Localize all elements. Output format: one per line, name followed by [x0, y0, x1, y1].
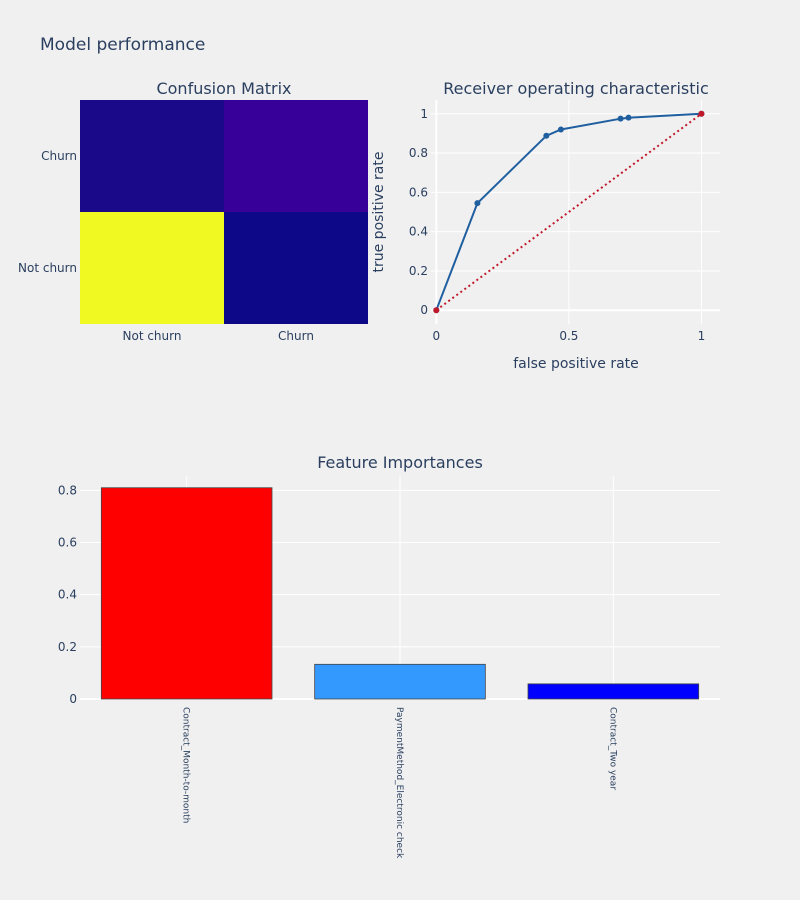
roc-series-0-point: [474, 200, 481, 207]
roc-y-tick-label: 1: [420, 107, 428, 121]
roc-series-0-point: [543, 132, 550, 139]
roc-series-0-point: [625, 114, 632, 121]
confusion-matrix-cells: [80, 100, 368, 324]
feature-y-tick-label: 0.6: [58, 536, 77, 550]
confusion-cell-not-churn-churn: [224, 212, 368, 324]
roc-y-tick-label: 0.2: [409, 264, 428, 278]
roc-series: [433, 110, 705, 314]
feature-importances-panel: Feature Importances 0 0.2 0.4 0.6 0.8 Contrac…: [58, 453, 720, 859]
feature-x-tick-contract-two-year: Contract_Two year: [607, 707, 617, 790]
confusion-matrix-labels: Not churn Churn Not churn Churn: [18, 149, 314, 343]
confusion-cell-not-churn-not-churn: [80, 212, 224, 324]
feature-y-tick-label: 0: [69, 692, 77, 706]
roc-y-axis-title: true positive rate: [371, 152, 387, 273]
roc-y-tick-label: 0.4: [409, 225, 428, 239]
roc-grid: [431, 100, 720, 324]
roc-series-0-point: [617, 115, 624, 122]
confusion-x-tick-churn: Churn: [278, 329, 314, 343]
roc-x-axis-title: false positive rate: [513, 356, 639, 372]
roc-title: Receiver operating characteristic: [443, 79, 709, 98]
confusion-y-tick-not-churn: Not churn: [18, 261, 77, 275]
feature-importances-tick-labels: 0 0.2 0.4 0.6 0.8 Contract_Month-to-month Paym…: [58, 483, 617, 859]
confusion-x-tick-not-churn: Not churn: [123, 329, 182, 343]
roc-x-tick-label: 0.5: [559, 329, 578, 343]
roc-y-tick-label: 0.8: [409, 146, 428, 160]
feature-y-tick-label: 0.8: [58, 483, 77, 497]
confusion-y-tick-churn: Churn: [41, 149, 77, 163]
feature-importances-bars: [100, 487, 700, 700]
feature-bar-contract-month-to-month: [100, 487, 273, 700]
feature-importances-title: Feature Importances: [317, 453, 483, 472]
feature-y-tick-label: 0.2: [58, 640, 77, 654]
roc-y-tick-label: 0: [420, 303, 428, 317]
roc-tick-labels: 0 0.5 1 0 0.2 0.4 0.6 0.8 1: [409, 107, 705, 343]
roc-y-tick-label: 0.6: [409, 185, 428, 199]
confusion-matrix-title: Confusion Matrix: [156, 79, 291, 98]
feature-x-tick-paymentmethod-electronic-check: PaymentMethod_Electronic check: [394, 707, 404, 859]
feature-y-tick-label: 0.4: [58, 588, 77, 602]
roc-panel: Receiver operating characteristic 0 0.5 10…: [371, 79, 720, 372]
feature-x-tick-contract-month-to-month: Contract_Month-to-month: [181, 707, 191, 823]
roc-series-0-point: [557, 126, 564, 133]
page-title: Model performance: [40, 35, 205, 55]
feature-bar-contract-two-year: [527, 683, 700, 700]
confusion-cell-churn-churn: [224, 100, 368, 212]
roc-series-1-point: [698, 110, 705, 117]
roc-x-tick-label: 1: [698, 329, 706, 343]
roc-x-tick-label: 0: [432, 329, 440, 343]
confusion-cell-churn-not-churn: [80, 100, 224, 212]
roc-series-1-point: [433, 307, 440, 314]
feature-bar-paymentmethod-electronic-check: [314, 663, 486, 700]
